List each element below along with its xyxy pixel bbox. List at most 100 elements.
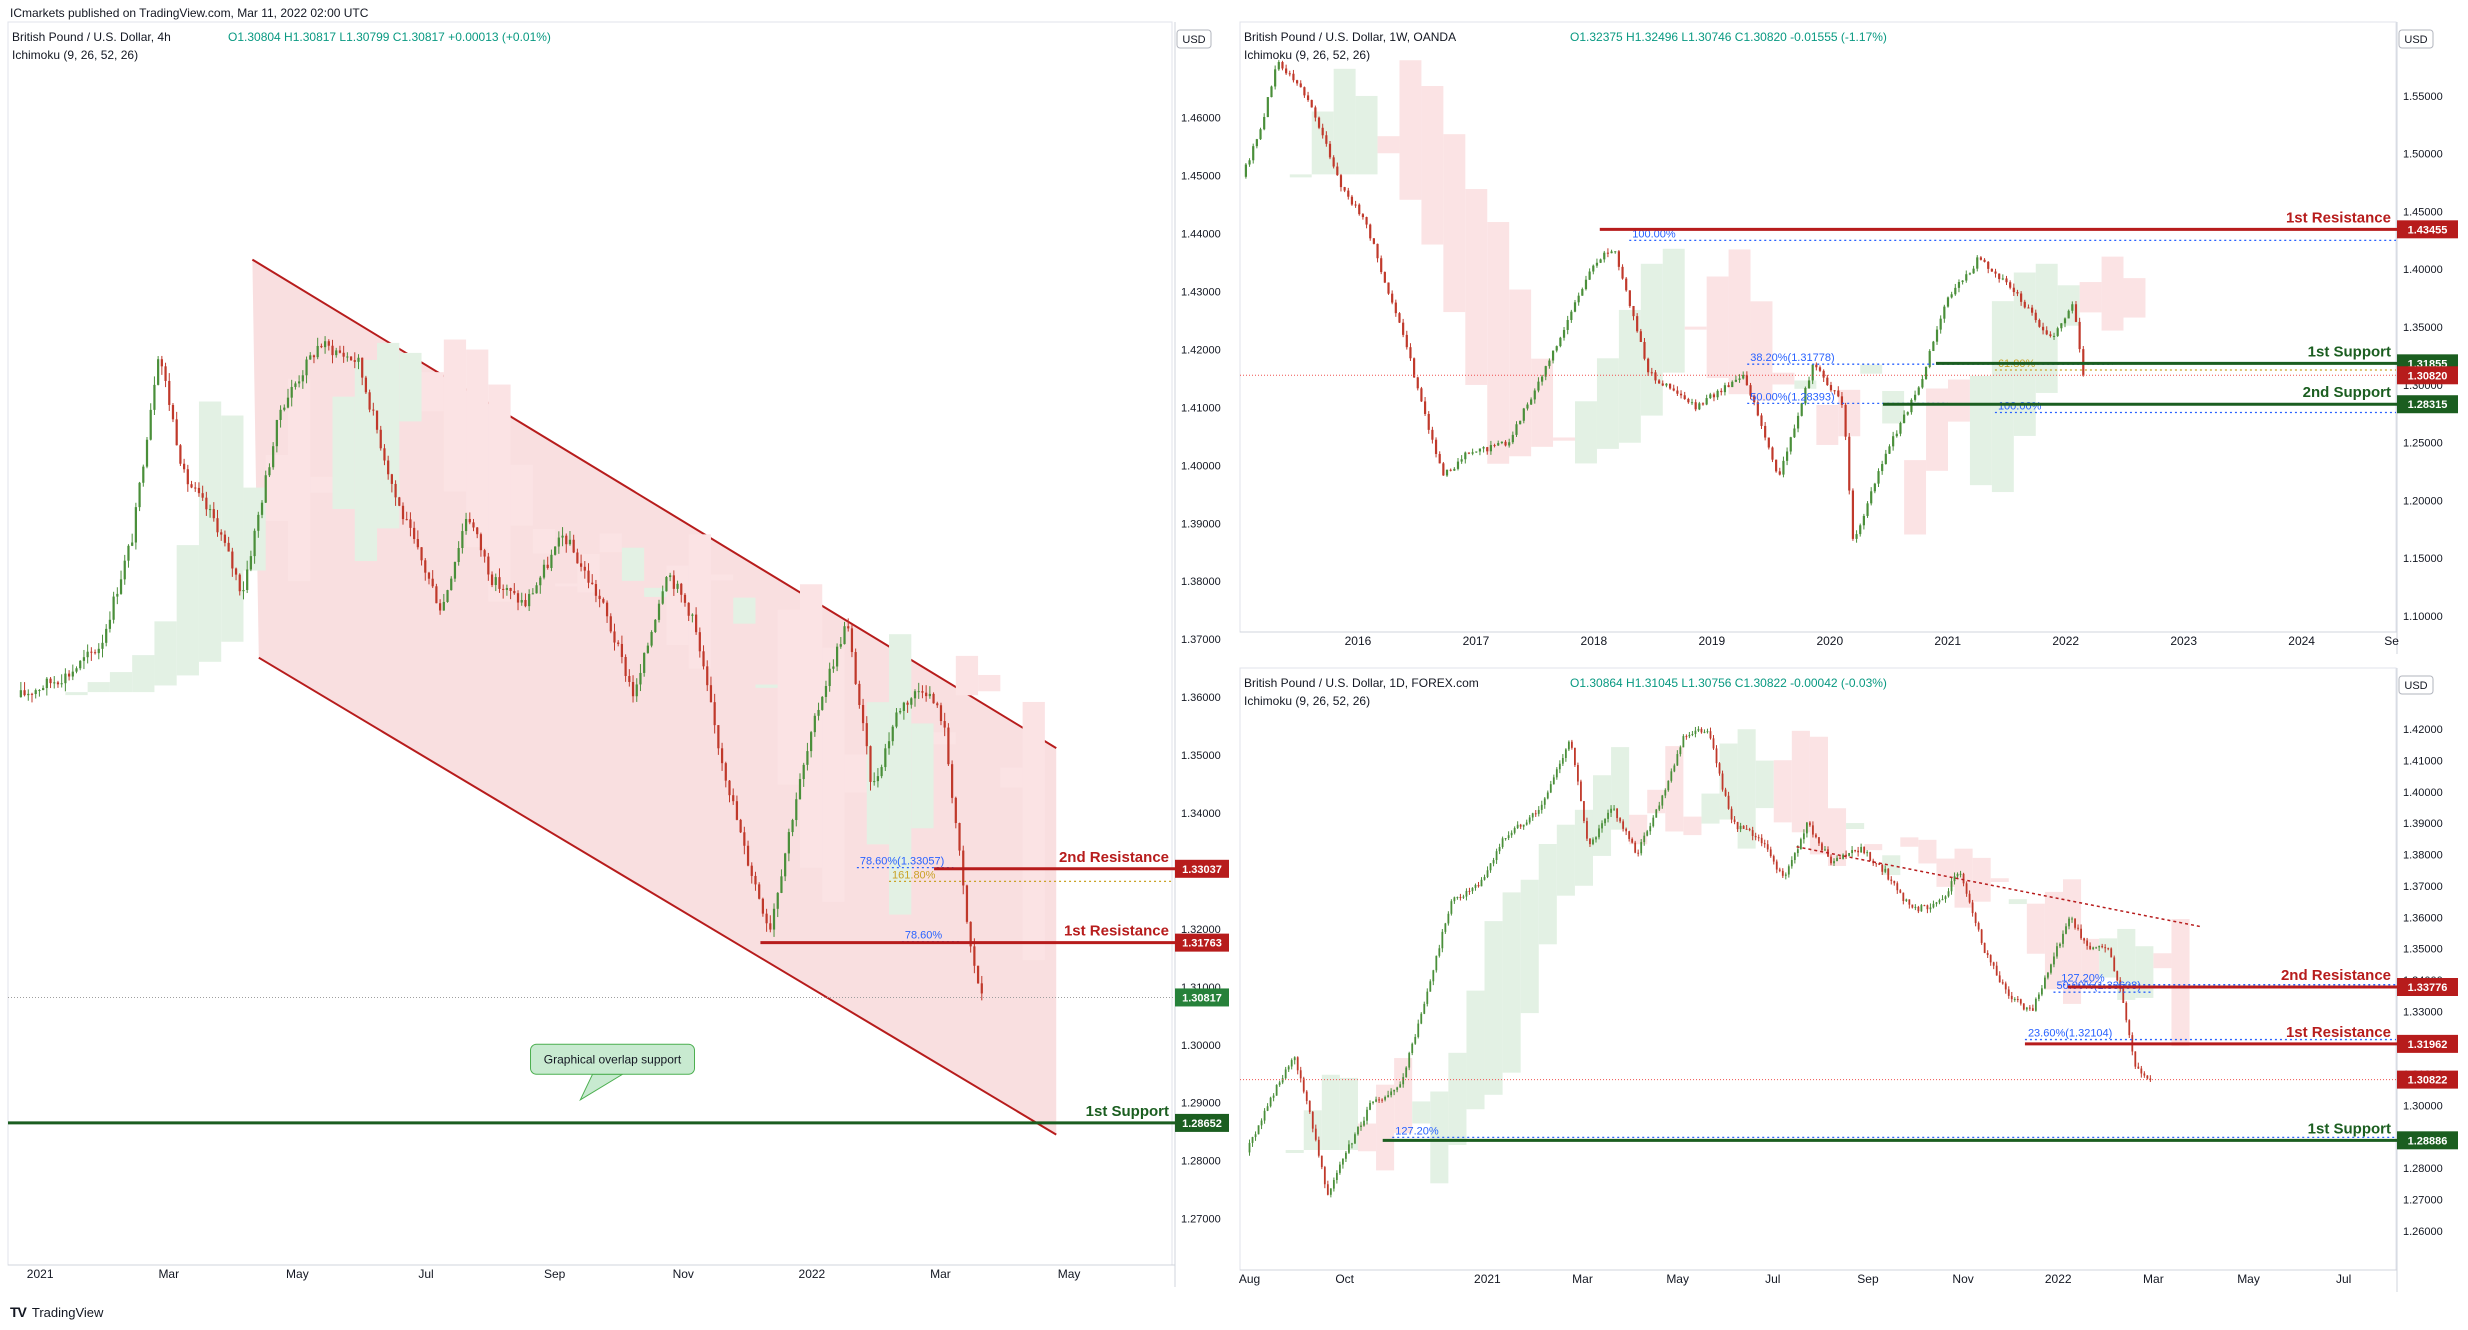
candle-body (1467, 452, 1471, 454)
candle-body (212, 509, 215, 519)
candle-body (1595, 837, 1597, 840)
candle-body (2041, 326, 2045, 331)
ichimoku-cloud-segment (666, 565, 689, 646)
candle-body (19, 690, 22, 698)
ichimoku-cloud-segment (1755, 760, 1774, 809)
candle-body (1895, 433, 1898, 437)
ichimoku-cloud-segment (933, 732, 956, 745)
chart-title: British Pound / U.S. Dollar, 1D, FOREX.c… (1244, 676, 1479, 690)
candle-body (1796, 849, 1799, 854)
candle-body (1570, 741, 1573, 748)
ichimoku-cloud-segment (488, 384, 511, 602)
candle-body (568, 539, 572, 545)
candle-body (1673, 765, 1676, 772)
candle-body (1613, 808, 1615, 810)
candle-body (1417, 1023, 1420, 1037)
candle-body (672, 575, 675, 589)
candle-body (1968, 273, 1972, 275)
candle-body (1398, 313, 1401, 323)
candle-body (1402, 322, 1405, 335)
candle-body (1285, 68, 1288, 74)
candle-body (1733, 819, 1736, 822)
candle-body (1577, 765, 1579, 782)
chart-subtitle: Ichimoku (9, 26, 52, 26) (1244, 694, 1370, 708)
tradingview-footer[interactable]: TV TradingView (10, 1304, 103, 1320)
candle-body (320, 345, 323, 348)
candle-body (798, 779, 802, 800)
candle-body (342, 352, 345, 357)
candle-body (2004, 983, 2007, 990)
level-label: 1st Support (1086, 1103, 1169, 1120)
ichimoku-cloud-segment (1430, 1091, 1449, 1184)
candle-body (424, 560, 427, 573)
candle-body (1928, 351, 1931, 367)
ichimoku-cloud-segment (644, 587, 667, 597)
candle-body (179, 445, 182, 464)
candle-body (1881, 464, 1884, 472)
candle-body (1244, 164, 1247, 177)
candle-body (1709, 394, 1712, 399)
ichimoku-cloud-segment (1531, 358, 1554, 447)
candle-body (1290, 1060, 1293, 1067)
annotation-text: Graphical overlap support (544, 1052, 682, 1066)
y-tick-label: 1.20000 (2403, 495, 2443, 507)
candle-body (1845, 854, 1847, 856)
candle-body (409, 519, 412, 528)
candle-body (1475, 451, 1478, 453)
candle-body (1486, 447, 1489, 452)
candle-body (2067, 310, 2070, 319)
candle-body (643, 652, 646, 673)
x-tick-label: May (286, 1267, 309, 1281)
candle-body (1616, 808, 1618, 819)
candle-body (1799, 839, 1802, 850)
candle-body (1980, 929, 1983, 943)
candle-body (813, 715, 816, 733)
candle-body (438, 603, 442, 611)
candle-body (1338, 1164, 1341, 1173)
candle-body (795, 799, 798, 821)
y-tick-label: 1.34000 (1181, 808, 1221, 820)
candle-body (2125, 1002, 2128, 1021)
candle-body (64, 673, 67, 684)
candle-body (628, 676, 631, 683)
candle-body (1687, 399, 1690, 403)
candle-body (1559, 337, 1562, 347)
candle-body (1540, 804, 1543, 810)
candle-body (565, 535, 568, 545)
candle-body (1621, 266, 1624, 279)
candle-body (1562, 329, 1566, 338)
x-tick-label: 2018 (1581, 634, 1608, 648)
candle-body (1405, 1067, 1408, 1078)
ichimoku-cloud-segment (1684, 326, 1707, 330)
candle-body (450, 578, 453, 591)
level-price-badge (2397, 1131, 2458, 1150)
y-tick-label: 1.29000 (1181, 1098, 1221, 1110)
candle-body (1812, 825, 1814, 835)
candle-body (1573, 302, 1577, 312)
ohlc-readout: O1.30864 H1.31045 L1.30756 C1.30822 -0.0… (1570, 676, 1887, 690)
ichimoku-cloud-segment (1773, 760, 1792, 823)
candle-body (1892, 436, 1895, 447)
candle-body (1588, 271, 1591, 280)
x-tick-label: 2023 (2170, 634, 2197, 648)
ichimoku-cloud-segment (2171, 919, 2190, 1047)
y-tick-label: 1.28000 (1181, 1156, 1221, 1168)
candle-body (2049, 334, 2052, 336)
candle-body (728, 780, 731, 796)
fib-level-label: 50.00%(1.28393) (1750, 391, 1834, 403)
candle-body (1314, 1128, 1317, 1140)
candle-body (1652, 817, 1655, 827)
candle-body (2074, 918, 2076, 928)
candle-body (2016, 292, 2019, 294)
ohlc-readout: O1.30804 H1.30817 L1.30799 C1.30817 +0.0… (228, 30, 551, 44)
candle-body (1513, 828, 1516, 833)
candle-body (1543, 798, 1546, 805)
candle-body (116, 593, 119, 597)
ichimoku-cloud-segment (1991, 301, 2014, 493)
candle-body (1255, 139, 1258, 147)
candle-body (1420, 1013, 1423, 1024)
candle-body (828, 668, 831, 687)
candle-body (2041, 988, 2043, 995)
ichimoku-cloud-segment (1860, 364, 1883, 374)
y-tick-label: 1.33000 (2403, 1006, 2443, 1018)
